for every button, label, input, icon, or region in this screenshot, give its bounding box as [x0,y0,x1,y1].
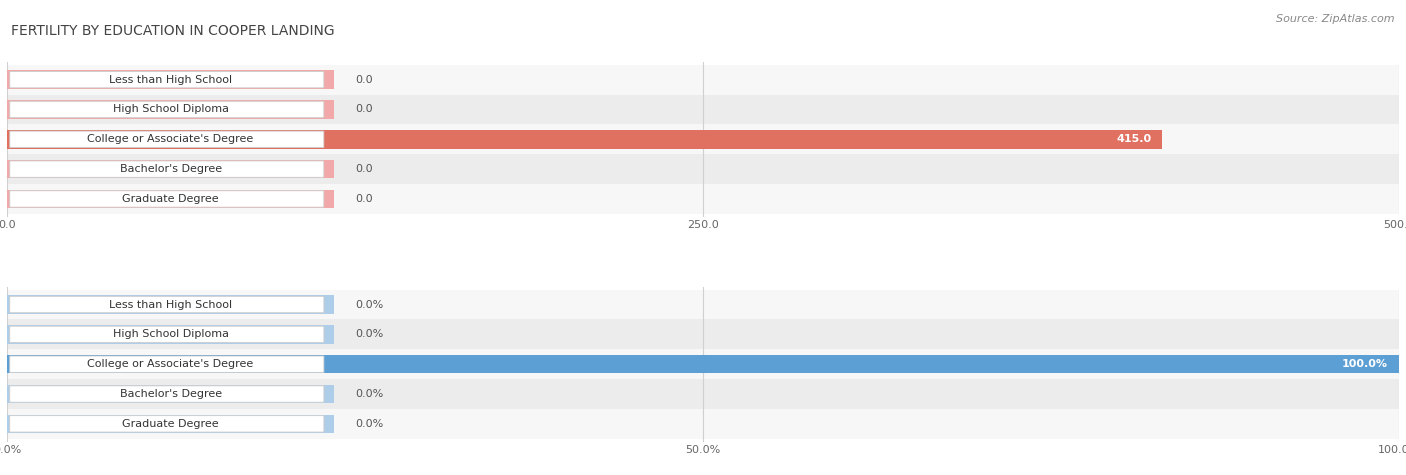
Bar [7,184,1399,214]
Bar [7,65,1399,95]
Text: 100.0%: 100.0% [1341,359,1388,369]
Text: 0.0%: 0.0% [354,389,384,399]
Text: Graduate Degree: Graduate Degree [122,419,219,429]
Bar [7,415,335,433]
Bar [7,355,1399,373]
Text: Bachelor's Degree: Bachelor's Degree [120,164,222,174]
Text: 0.0%: 0.0% [354,329,384,339]
FancyBboxPatch shape [10,386,323,402]
FancyBboxPatch shape [10,71,323,88]
Text: High School Diploma: High School Diploma [112,104,229,114]
Bar [7,295,335,314]
FancyBboxPatch shape [10,191,323,207]
Text: College or Associate's Degree: College or Associate's Degree [87,134,253,144]
Bar [7,290,1399,320]
Text: 0.0: 0.0 [356,194,373,204]
Bar [7,325,335,343]
Text: Graduate Degree: Graduate Degree [122,194,219,204]
Text: FERTILITY BY EDUCATION IN COOPER LANDING: FERTILITY BY EDUCATION IN COOPER LANDING [11,24,335,38]
FancyBboxPatch shape [10,416,323,432]
Text: Less than High School: Less than High School [110,300,232,310]
FancyBboxPatch shape [10,101,323,118]
Bar [7,124,1399,154]
Text: College or Associate's Degree: College or Associate's Degree [87,359,253,369]
Bar [7,95,1399,124]
Text: 0.0: 0.0 [356,104,373,114]
Text: Source: ZipAtlas.com: Source: ZipAtlas.com [1277,14,1395,24]
Bar [7,320,1399,349]
FancyBboxPatch shape [10,161,323,177]
Text: 0.0%: 0.0% [354,300,384,310]
Bar [7,349,1399,379]
Text: High School Diploma: High School Diploma [112,329,229,339]
Bar [7,190,335,208]
Bar [7,100,335,119]
FancyBboxPatch shape [10,296,323,313]
Bar [7,385,335,403]
Bar [7,130,1163,149]
Bar [7,379,1399,409]
Text: Less than High School: Less than High School [110,75,232,85]
Text: 415.0: 415.0 [1116,134,1152,144]
Text: 0.0%: 0.0% [354,419,384,429]
FancyBboxPatch shape [10,131,323,148]
Bar [7,70,335,89]
FancyBboxPatch shape [10,326,323,342]
FancyBboxPatch shape [10,356,323,372]
Text: Bachelor's Degree: Bachelor's Degree [120,389,222,399]
Text: 0.0: 0.0 [356,164,373,174]
Bar [7,160,335,179]
Bar [7,409,1399,439]
Text: 0.0: 0.0 [356,75,373,85]
Bar [7,154,1399,184]
